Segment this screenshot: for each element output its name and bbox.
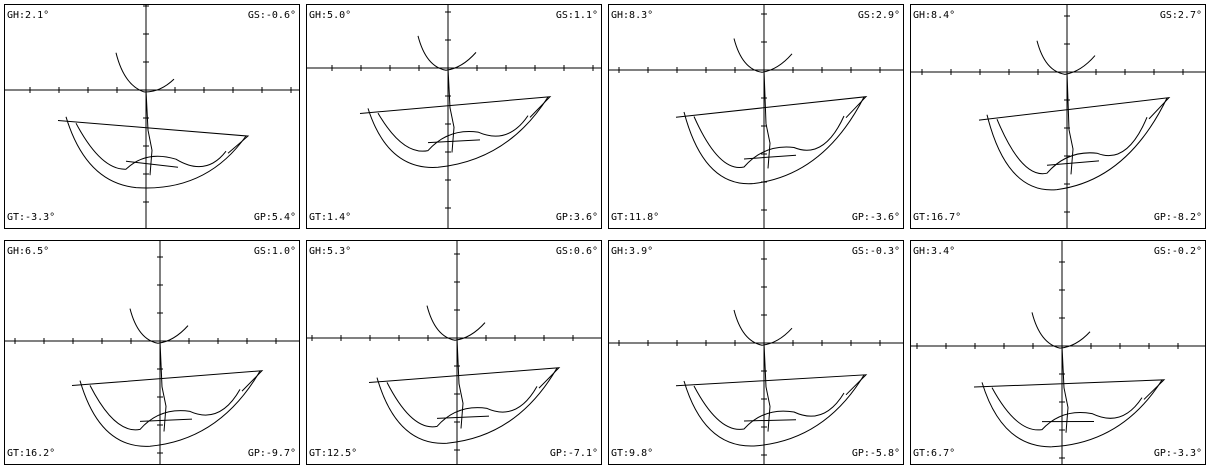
- panel: [306, 240, 602, 465]
- outer-curve: [367, 96, 549, 168]
- outer-curve: [65, 116, 247, 189]
- angle-label: GP:3.6°: [556, 212, 598, 223]
- spine: [456, 337, 464, 429]
- angle-label: GT:16.2°: [7, 448, 55, 459]
- spine: [145, 89, 153, 176]
- angle-label: GS:1.0°: [254, 246, 296, 257]
- angle-label: GT:1.4°: [309, 212, 351, 223]
- panel-frame: [4, 240, 300, 465]
- neck-curve: [1036, 40, 1096, 75]
- shoulder-line: [359, 96, 552, 118]
- angle-label: GP:-3.3°: [1154, 448, 1202, 459]
- inner-curve: [693, 115, 845, 169]
- angle-label: GT:-3.3°: [7, 212, 55, 223]
- outer-curve: [376, 367, 558, 444]
- hip-line: [743, 154, 797, 160]
- inner-curve: [377, 112, 529, 152]
- inner-curve: [996, 117, 1148, 175]
- outer-curve: [981, 379, 1163, 448]
- angle-label: GT:12.5°: [309, 448, 357, 459]
- neck-curve: [115, 52, 175, 93]
- neck-curve: [129, 308, 189, 344]
- angle-label: GH:5.3°: [309, 246, 351, 257]
- outer-curve: [683, 96, 865, 185]
- angle-label: GP:-8.2°: [1154, 212, 1202, 223]
- outer-curve: [79, 370, 261, 447]
- panel-frame: [608, 4, 904, 229]
- hip-line: [436, 415, 490, 419]
- angle-label: GS:-0.6°: [248, 10, 296, 21]
- angle-label: GP:-9.7°: [248, 448, 296, 459]
- angle-label: GS:2.7°: [1160, 10, 1202, 21]
- panel-frame: [910, 240, 1206, 465]
- neck-curve: [417, 35, 477, 71]
- spine: [1066, 71, 1074, 175]
- inner-curve: [693, 385, 845, 430]
- angle-label: GT:6.7°: [913, 448, 955, 459]
- angle-label: GH:6.5°: [7, 246, 49, 257]
- angle-label: GH:8.3°: [611, 10, 653, 21]
- angle-label: GH:3.4°: [913, 246, 955, 257]
- neck-curve: [426, 305, 486, 341]
- angle-label: GH:8.4°: [913, 10, 955, 21]
- inner-curve: [386, 382, 538, 428]
- angle-label: GP:-7.1°: [550, 448, 598, 459]
- angle-label: GS:-0.3°: [852, 246, 900, 257]
- panel-frame: [608, 240, 904, 465]
- shoulder-line: [978, 97, 1171, 121]
- panel: [4, 4, 300, 229]
- inner-curve: [991, 387, 1143, 431]
- spine: [763, 69, 771, 169]
- neck-curve: [733, 309, 793, 346]
- spine: [1061, 345, 1069, 433]
- panel: [608, 240, 904, 465]
- inner-curve: [75, 122, 227, 170]
- spine: [159, 340, 167, 432]
- panel-frame: [4, 4, 300, 229]
- spine: [763, 342, 771, 432]
- shoulder-line: [71, 370, 264, 392]
- panel: [306, 4, 602, 229]
- neck-curve: [733, 38, 793, 73]
- shoulder-line: [57, 119, 250, 154]
- panel-frame: [910, 4, 1206, 229]
- outer-curve: [683, 374, 865, 447]
- shoulder-line: [675, 96, 868, 119]
- panel: [4, 240, 300, 465]
- inner-curve: [89, 385, 241, 431]
- panel-frame: [306, 4, 602, 229]
- hip-line: [743, 419, 797, 422]
- angle-label: GS:1.1°: [556, 10, 598, 21]
- panel-frame: [306, 240, 602, 465]
- neck-curve: [1031, 312, 1091, 349]
- angle-label: GP:5.4°: [254, 212, 296, 223]
- hip-line: [125, 160, 179, 168]
- angle-label: GT:16.7°: [913, 212, 961, 223]
- hip-line: [139, 418, 193, 422]
- angle-label: GP:-3.6°: [852, 212, 900, 223]
- angle-label: GS:-0.2°: [1154, 246, 1202, 257]
- outer-curve: [986, 97, 1168, 191]
- angle-label: GS:2.9°: [858, 10, 900, 21]
- panel: [608, 4, 904, 229]
- hip-line: [427, 139, 481, 144]
- panel: [910, 240, 1206, 465]
- angle-label: GH:2.1°: [7, 10, 49, 21]
- spine: [447, 67, 455, 153]
- angle-label: GS:0.6°: [556, 246, 598, 257]
- shoulder-line: [973, 379, 1166, 400]
- angle-label: GH:5.0°: [309, 10, 351, 21]
- panel: [910, 4, 1206, 229]
- shoulder-line: [675, 374, 868, 396]
- angle-label: GP:-5.8°: [852, 448, 900, 459]
- shoulder-line: [368, 367, 561, 389]
- angle-label: GH:3.9°: [611, 246, 653, 257]
- angle-label: GT:11.8°: [611, 212, 659, 223]
- hip-line: [1046, 160, 1100, 166]
- angle-label: GT:9.8°: [611, 448, 653, 459]
